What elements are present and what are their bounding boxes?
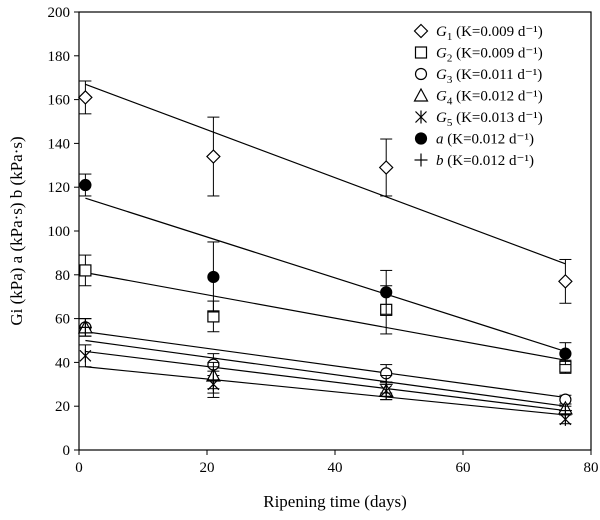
x-tick-label: 20 (200, 460, 215, 476)
legend-label: G5 (K=0.013 d⁻¹) (436, 110, 543, 129)
series-b-points (78, 318, 572, 418)
series-a-point (207, 270, 220, 284)
series-g1-point (558, 274, 573, 289)
legend-marker (415, 110, 427, 124)
legend-item-b: b (K=0.012 d⁻¹) (414, 153, 534, 169)
series-g5-point (79, 349, 92, 363)
y-tick-label: 100 (48, 224, 71, 240)
series-g1-points (78, 80, 573, 304)
legend-label: a (K=0.012 d⁻¹) (436, 132, 534, 148)
series-b-point (78, 320, 92, 334)
series-g5-points (79, 344, 572, 426)
axes: 0 20 40 60 80 0 20 40 60 80 100 120 140 160 180 200 (48, 5, 599, 476)
y-tick-label: 200 (48, 5, 71, 21)
legend-item-g3: G3 (K=0.011 d⁻¹) (414, 67, 542, 86)
y-tick-label: 40 (55, 355, 70, 371)
legend-marker (414, 67, 428, 81)
y-tick-label: 180 (48, 49, 71, 65)
legend-item-g2: G2 (K=0.009 d⁻¹) (414, 46, 543, 65)
legend-marker (414, 132, 428, 145)
fit-lines (85, 83, 566, 416)
series-g5-fit-line (85, 366, 566, 416)
y-tick-label: 160 (48, 93, 71, 109)
series-g4-fit-line (85, 339, 566, 407)
legend-label: G2 (K=0.009 d⁻¹) (436, 46, 543, 65)
data-markers (77, 80, 573, 426)
y-tick-label: 60 (55, 312, 70, 328)
legend: G1 (K=0.009 d⁻¹) G2 (K=0.009 d⁻¹) G3 (K=0.… (413, 23, 543, 169)
series-g4-points (77, 318, 573, 415)
series-g1-point (206, 149, 221, 164)
legend-label: G3 (K=0.011 d⁻¹) (436, 67, 542, 86)
legend-label: G4 (K=0.012 d⁻¹) (436, 89, 543, 108)
series-g2-fit-line (85, 272, 566, 361)
y-tick-label: 140 (48, 136, 71, 152)
series-g2-points (79, 254, 572, 374)
series-a-points (79, 173, 572, 366)
series-b-point (206, 373, 220, 387)
series-g1-point (78, 90, 93, 105)
series-g3-fit-line (85, 331, 566, 399)
x-tick-label: 0 (75, 460, 83, 476)
series-a-point (79, 178, 92, 192)
legend-label: b (K=0.012 d⁻¹) (436, 153, 534, 169)
legend-item-g1: G1 (K=0.009 d⁻¹) (413, 23, 543, 43)
legend-item-g5: G5 (K=0.013 d⁻¹) (415, 110, 543, 129)
legend-item-g4: G4 (K=0.012 d⁻¹) (413, 87, 543, 108)
legend-marker (414, 153, 428, 167)
y-tick-label: 20 (55, 399, 70, 415)
x-axis-title: Ripening time (days) (263, 492, 407, 511)
series-a-fit-line (85, 197, 566, 353)
series-g3-points (79, 318, 572, 406)
x-tick-label: 40 (328, 460, 343, 476)
series-b-fit-line (85, 350, 566, 412)
series-b-point (558, 404, 572, 418)
legend-marker (414, 46, 428, 59)
y-axis-title: Gi (kPa) a (kPa·s) b (kPa·s) (7, 136, 26, 325)
series-g2-point (79, 264, 92, 277)
series-g1-point (378, 160, 394, 175)
series-g1-fit-line (85, 83, 566, 265)
legend-label: G1 (K=0.009 d⁻¹) (436, 24, 543, 43)
series-g2-point (207, 310, 220, 323)
legend-item-a: a (K=0.012 d⁻¹) (414, 132, 534, 148)
x-tick-label: 60 (456, 460, 471, 476)
legend-marker (413, 23, 429, 39)
legend-marker (413, 87, 429, 102)
y-tick-label: 120 (48, 180, 71, 196)
series-a-point (559, 347, 572, 360)
y-tick-label: 80 (55, 268, 70, 284)
series-b-point (379, 377, 393, 391)
series-a-point (380, 286, 393, 299)
y-tick-label: 0 (63, 443, 71, 459)
x-tick-label: 80 (584, 460, 599, 476)
